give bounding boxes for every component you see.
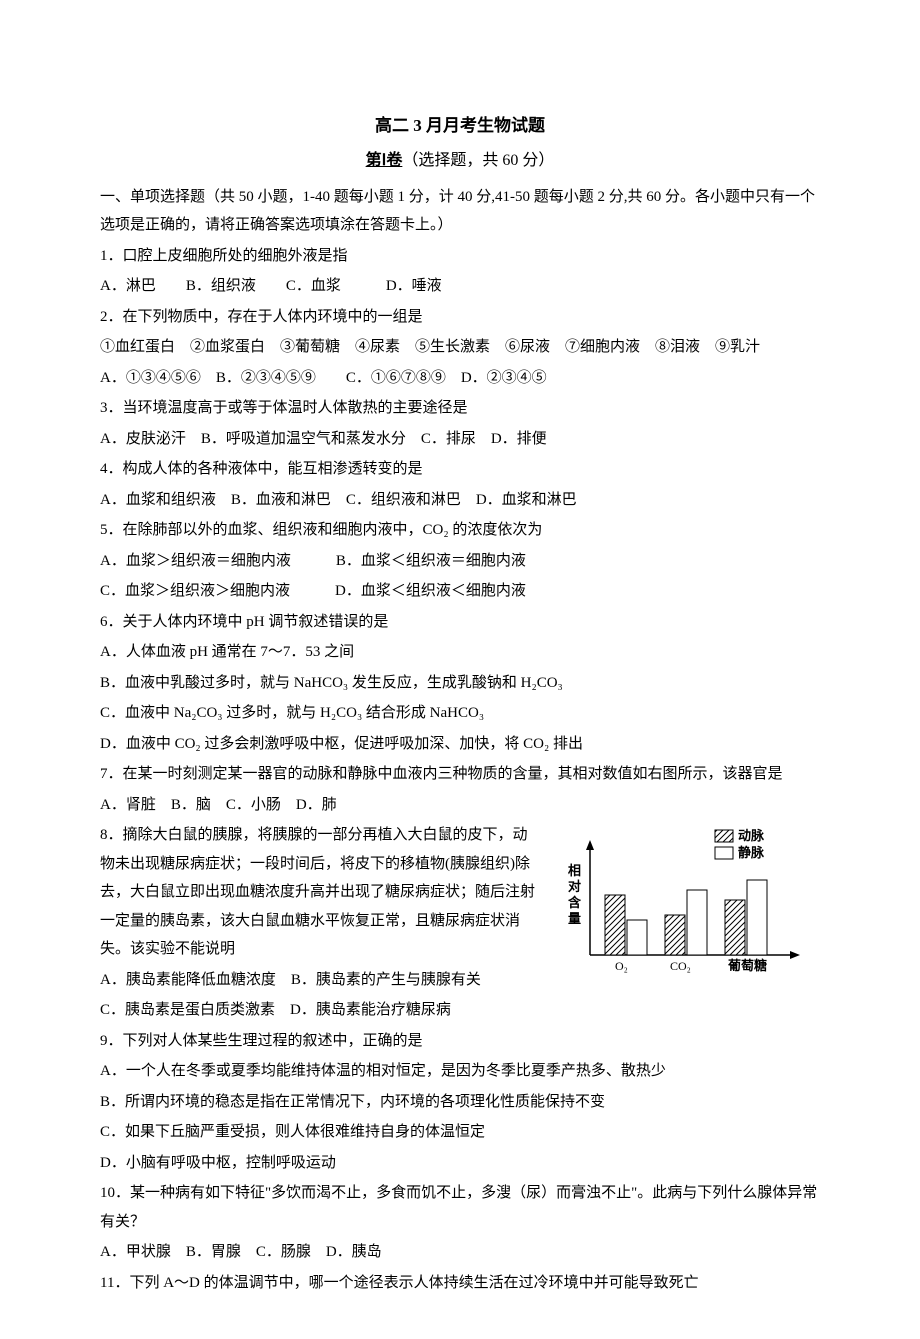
- exam-subtitle: 第Ⅰ卷（选择题，共 60 分）: [100, 146, 820, 176]
- part-paren: （选择题，共 60 分）: [402, 152, 554, 169]
- q2: 2．在下列物质中，存在于人体内环境中的一组是: [100, 303, 820, 332]
- q6-b: B．血液中乳酸过多时，就与 NaHCO₃ 发生反应，生成乳酸钠和 H₂CO₃: [100, 669, 820, 698]
- q2-list: ①血红蛋白 ②血浆蛋白 ③葡萄糖 ④尿素 ⑤生长激素 ⑥尿液 ⑦细胞内液 ⑧泪液…: [100, 333, 820, 362]
- q11: 11．下列 A～D 的体温调节中，哪一个途径表示人体持续生活在过冷环境中并可能导…: [100, 1269, 820, 1298]
- svg-text:对: 对: [568, 879, 581, 894]
- part-label: 第Ⅰ卷: [366, 152, 403, 169]
- svg-text:含: 含: [567, 895, 582, 910]
- q3: 3．当环境温度高于或等于体温时人体散热的主要途径是: [100, 394, 820, 423]
- q4: 4．构成人体的各种液体中，能互相渗透转变的是: [100, 455, 820, 484]
- q6: 6．关于人体内环境中 pH 调节叙述错误的是: [100, 608, 820, 637]
- q9-c: C．如果下丘脑严重受损，则人体很难维持自身的体温恒定: [100, 1118, 820, 1147]
- svg-text:量: 量: [568, 911, 581, 926]
- q6-c: C．血液中 Na₂CO₃ 过多时，就与 H₂CO₃ 结合形成 NaHCO₃: [100, 699, 820, 728]
- q7-options: A．肾脏 B．脑 C．小肠 D．肺: [100, 791, 820, 820]
- q10: 10．某一种病有如下特征"多饮而渴不止，多食而饥不止，多溲（尿）而膏浊不止"。此…: [100, 1179, 820, 1236]
- q7-chart: 动脉 静脉 相 对 含 量 O₂ CO₂ 葡萄糖: [560, 825, 810, 985]
- q2-options: A．①③④⑤⑥ B．②③④⑤⑨ C．①⑥⑦⑧⑨ D．②③④⑤: [100, 364, 820, 393]
- q8: 8．摘除大白鼠的胰腺，将胰腺的一部分再植入大白鼠的皮下，动物未出现糖尿病症状；一…: [100, 821, 540, 964]
- legend-artery: 动脉: [738, 828, 765, 843]
- q1-options: A．淋巴 B．组织液 C．血浆 D．唾液: [100, 272, 820, 301]
- cat-glucose: 葡萄糖: [727, 958, 767, 973]
- cat-co2: CO₂: [670, 959, 691, 973]
- q8-ab: A．胰岛素能降低血糖浓度 B．胰岛素的产生与胰腺有关: [100, 966, 540, 995]
- q9-a: A．一个人在冬季或夏季均能维持体温的相对恒定，是因为冬季比夏季产热多、散热少: [100, 1057, 820, 1086]
- q9: 9．下列对人体某些生理过程的叙述中，正确的是: [100, 1027, 820, 1056]
- section-intro: 一、单项选择题（共 50 小题，1-40 题每小题 1 分，计 40 分,41-…: [100, 183, 820, 240]
- q4-options: A．血浆和组织液 B．血液和淋巴 C．组织液和淋巴 D．血浆和淋巴: [100, 486, 820, 515]
- q1: 1．口腔上皮细胞所处的细胞外液是指: [100, 242, 820, 271]
- q7: 7．在某一时刻测定某一器官的动脉和静脉中血液内三种物质的含量，其相对数值如右图所…: [100, 760, 820, 789]
- q3-options: A．皮肤泌汗 B．呼吸道加温空气和蒸发水分 C．排尿 D．排便: [100, 425, 820, 454]
- q6-d: D．血液中 CO₂ 过多会刺激呼吸中枢，促进呼吸加深、加快，将 CO₂ 排出: [100, 730, 820, 759]
- q5: 5．在除肺部以外的血浆、组织液和细胞内液中，CO₂ 的浓度依次为: [100, 516, 820, 545]
- q5-options-cd: C．血浆＞组织液＞细胞内液 D．血浆＜组织液＜细胞内液: [100, 577, 820, 606]
- q10-options: A．甲状腺 B．胃腺 C．肠腺 D．胰岛: [100, 1238, 820, 1267]
- q9-d: D．小脑有呼吸中枢，控制呼吸运动: [100, 1149, 820, 1178]
- ylabel: 相: [568, 863, 581, 878]
- cat-o2: O₂: [615, 959, 628, 973]
- exam-title: 高二 3 月月考生物试题: [100, 110, 820, 142]
- q9-b: B．所谓内环境的稳态是指在正常情况下，内环境的各项理化性质能保持不变: [100, 1088, 820, 1117]
- q5-options-ab: A．血浆＞组织液＝细胞内液 B．血浆＜组织液＝细胞内液: [100, 547, 820, 576]
- q6-a: A．人体血液 pH 通常在 7～7．53 之间: [100, 638, 820, 667]
- legend-vein: 静脉: [738, 845, 765, 860]
- q8-cd: C．胰岛素是蛋白质类激素 D．胰岛素能治疗糖尿病: [100, 996, 820, 1025]
